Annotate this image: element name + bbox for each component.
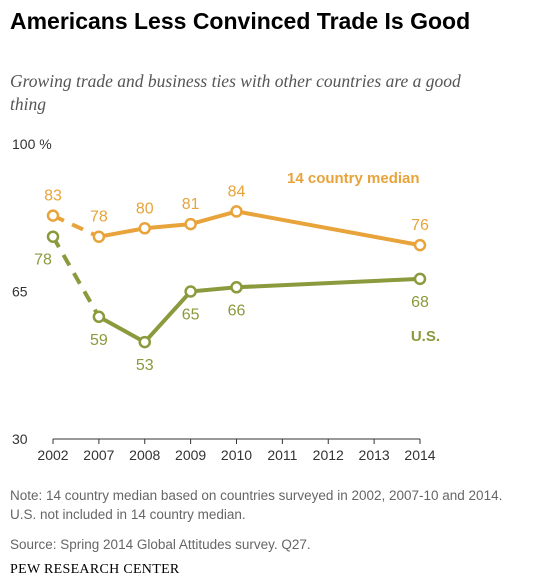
series-line-segment xyxy=(96,314,147,345)
chart-subtitle: Growing trade and business ties with oth… xyxy=(10,71,461,114)
x-tick-label: 2013 xyxy=(359,447,390,463)
chart-title: Americans Less Convinced Trade Is Good xyxy=(10,8,471,34)
data-point xyxy=(413,272,427,286)
data-label: 84 xyxy=(228,183,246,200)
series-line-segment xyxy=(51,235,101,318)
data-label: 80 xyxy=(136,200,154,217)
x-tick-label: 2007 xyxy=(83,447,114,463)
data-label: 78 xyxy=(34,252,52,269)
y-tick-label: 100 % xyxy=(12,136,52,152)
data-label: 66 xyxy=(228,302,246,319)
x-tick-label: 2008 xyxy=(129,447,160,463)
chart-source: Source: Spring 2014 Global Attitudes sur… xyxy=(10,537,311,552)
data-label: 53 xyxy=(136,357,154,374)
x-tick-label: 2009 xyxy=(175,447,206,463)
y-tick-label: 30 xyxy=(12,431,28,447)
data-label: 65 xyxy=(182,307,200,324)
line-chart: 2002 2007 2008 2009 2010 2011 2012 2013 2014 100 … xyxy=(12,136,440,463)
x-tick-label: 2012 xyxy=(313,447,344,463)
series-label-14-country-median: 14 country median xyxy=(287,170,420,187)
x-tick-label: 2011 xyxy=(267,447,297,463)
x-tick-label: 2002 xyxy=(37,447,68,463)
data-point xyxy=(230,281,243,294)
data-label: 68 xyxy=(411,294,429,311)
x-tick-label: 2010 xyxy=(221,447,252,463)
data-label: 81 xyxy=(182,196,200,213)
data-point xyxy=(92,310,106,324)
data-point xyxy=(184,285,197,298)
series-line-segment xyxy=(234,276,422,290)
y-tick-label: 65 xyxy=(12,284,28,300)
publisher-brand: PEW RESEARCH CENTER xyxy=(10,562,180,577)
series-label-us: U.S. xyxy=(411,328,440,345)
series-line-segment xyxy=(234,209,422,248)
series-line-segment xyxy=(142,222,193,231)
series-line-segment xyxy=(96,226,147,239)
series-line-segment xyxy=(188,209,239,227)
chart-note: Note: 14 country median based on countri… xyxy=(10,488,503,522)
data-label: 59 xyxy=(90,332,108,349)
data-point xyxy=(138,335,151,349)
data-point xyxy=(413,238,427,252)
data-label: 76 xyxy=(411,217,429,234)
data-label: 83 xyxy=(44,188,62,205)
data-point xyxy=(184,217,197,231)
data-point xyxy=(46,230,60,243)
data-point xyxy=(46,209,60,222)
series-line-segment xyxy=(188,285,239,294)
series-line-segment xyxy=(142,289,193,345)
data-label: 78 xyxy=(90,209,108,226)
x-tick-label: 2014 xyxy=(404,447,435,463)
series-line-segment xyxy=(52,213,100,239)
data-point xyxy=(138,222,151,235)
data-point xyxy=(230,205,243,218)
data-point xyxy=(92,230,106,243)
